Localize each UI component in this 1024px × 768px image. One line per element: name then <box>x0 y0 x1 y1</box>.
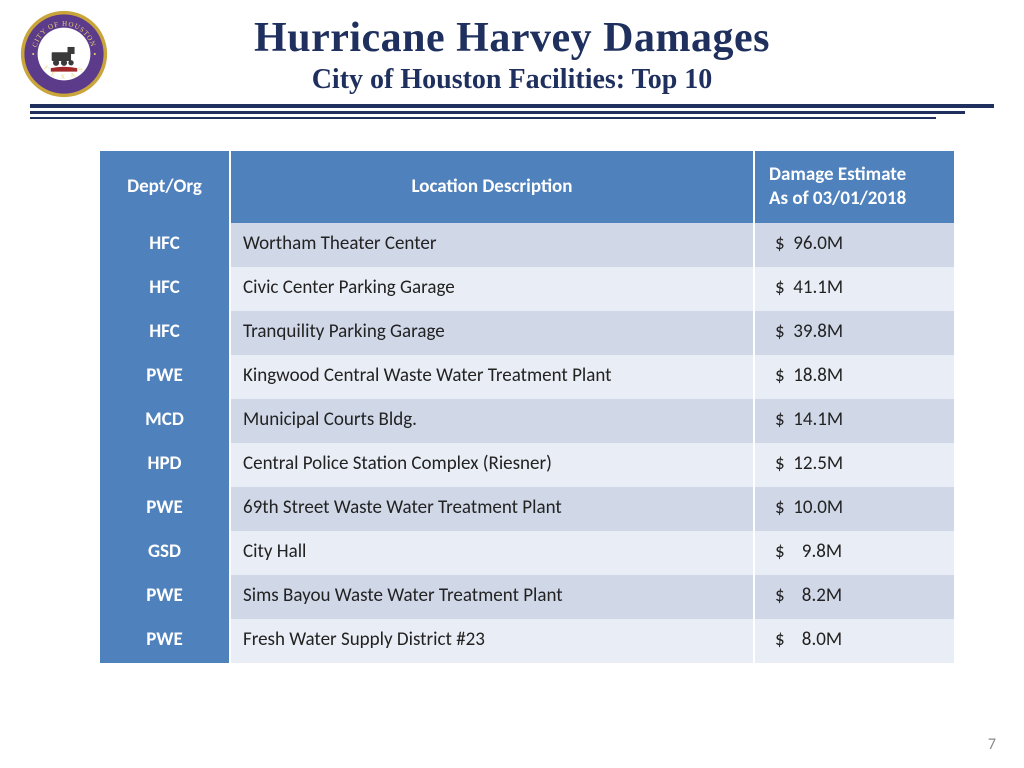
table-row: GSDCity Hall$ 9.8M <box>100 531 954 575</box>
cell-dept: PWE <box>100 575 230 619</box>
table-row: PWE69th Street Waste Water Treatment Pla… <box>100 487 954 531</box>
cell-dept: PWE <box>100 487 230 531</box>
page-subtitle: City of Houston Facilities: Top 10 <box>0 64 1024 96</box>
table-row: HFCTranquility Parking Garage$ 39.8M <box>100 311 954 355</box>
col-header-estimate: Damage EstimateAs of 03/01/2018 <box>754 151 954 223</box>
cell-dept: PWE <box>100 355 230 399</box>
cell-location: Fresh Water Supply District #23 <box>230 619 754 663</box>
cell-dept: HPD <box>100 443 230 487</box>
cell-location: Tranquility Parking Garage <box>230 311 754 355</box>
cell-dept: HFC <box>100 223 230 267</box>
cell-estimate: $ 12.5M <box>754 443 954 487</box>
city-seal-icon: CITY OF HOUSTON T E X A S <box>20 10 108 98</box>
cell-dept: HFC <box>100 267 230 311</box>
cell-estimate: $ 96.0M <box>754 223 954 267</box>
cell-estimate: $ 9.8M <box>754 531 954 575</box>
cell-estimate: $ 8.0M <box>754 619 954 663</box>
cell-location: Sims Bayou Waste Water Treatment Plant <box>230 575 754 619</box>
table-row: PWEKingwood Central Waste Water Treatmen… <box>100 355 954 399</box>
cell-dept: HFC <box>100 311 230 355</box>
cell-estimate: $ 14.1M <box>754 399 954 443</box>
cell-location: City Hall <box>230 531 754 575</box>
cell-estimate: $ 10.0M <box>754 487 954 531</box>
cell-dept: MCD <box>100 399 230 443</box>
cell-estimate: $ 18.8M <box>754 355 954 399</box>
col-header-dept: Dept/Org <box>100 151 230 223</box>
table-row: MCDMunicipal Courts Bldg.$ 14.1M <box>100 399 954 443</box>
table-row: HFCCivic Center Parking Garage$ 41.1M <box>100 267 954 311</box>
table-row: PWEFresh Water Supply District #23$ 8.0M <box>100 619 954 663</box>
col-header-location: Location Description <box>230 151 754 223</box>
damages-table: Dept/Org Location Description Damage Est… <box>100 151 954 663</box>
title-rule <box>30 104 994 119</box>
cell-location: Municipal Courts Bldg. <box>230 399 754 443</box>
cell-location: Kingwood Central Waste Water Treatment P… <box>230 355 754 399</box>
page-title: Hurricane Harvey Damages <box>0 14 1024 62</box>
cell-dept: GSD <box>100 531 230 575</box>
page-number: 7 <box>988 735 996 754</box>
table-row: HPDCentral Police Station Complex (Riesn… <box>100 443 954 487</box>
cell-location: Civic Center Parking Garage <box>230 267 754 311</box>
cell-location: Central Police Station Complex (Riesner) <box>230 443 754 487</box>
table-row: PWESims Bayou Waste Water Treatment Plan… <box>100 575 954 619</box>
cell-dept: PWE <box>100 619 230 663</box>
cell-location: 69th Street Waste Water Treatment Plant <box>230 487 754 531</box>
cell-location: Wortham Theater Center <box>230 223 754 267</box>
cell-estimate: $ 8.2M <box>754 575 954 619</box>
cell-estimate: $ 41.1M <box>754 267 954 311</box>
cell-estimate: $ 39.8M <box>754 311 954 355</box>
table-row: HFCWortham Theater Center$ 96.0M <box>100 223 954 267</box>
